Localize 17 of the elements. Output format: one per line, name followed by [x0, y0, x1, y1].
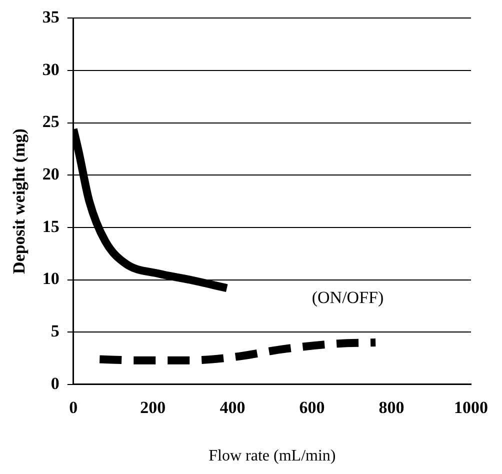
x-tick-label: 1000: [454, 398, 488, 417]
x-tick-label: 200: [140, 398, 166, 417]
y-tick-label: 15: [42, 216, 60, 236]
x-tick-label: 600: [299, 398, 325, 417]
x-tick-label: 0: [69, 398, 78, 417]
y-tick-label: 20: [42, 164, 60, 184]
x-axis-title: Flow rate (mL/min): [208, 448, 336, 465]
annotation: (ON/OFF): [312, 288, 384, 307]
y-axis-title: Deposit weight (mg): [10, 128, 29, 274]
y-tick-label: 10: [42, 269, 60, 288]
y-tick-label: 25: [42, 112, 60, 132]
y-tick-label: 5: [50, 321, 60, 340]
x-tick-label: 800: [378, 398, 404, 417]
x-tick-label: 400: [220, 398, 246, 417]
y-tick-label: 30: [42, 60, 60, 79]
y-tick-label: 0: [50, 374, 60, 393]
y-tick-label: 35: [42, 8, 60, 27]
